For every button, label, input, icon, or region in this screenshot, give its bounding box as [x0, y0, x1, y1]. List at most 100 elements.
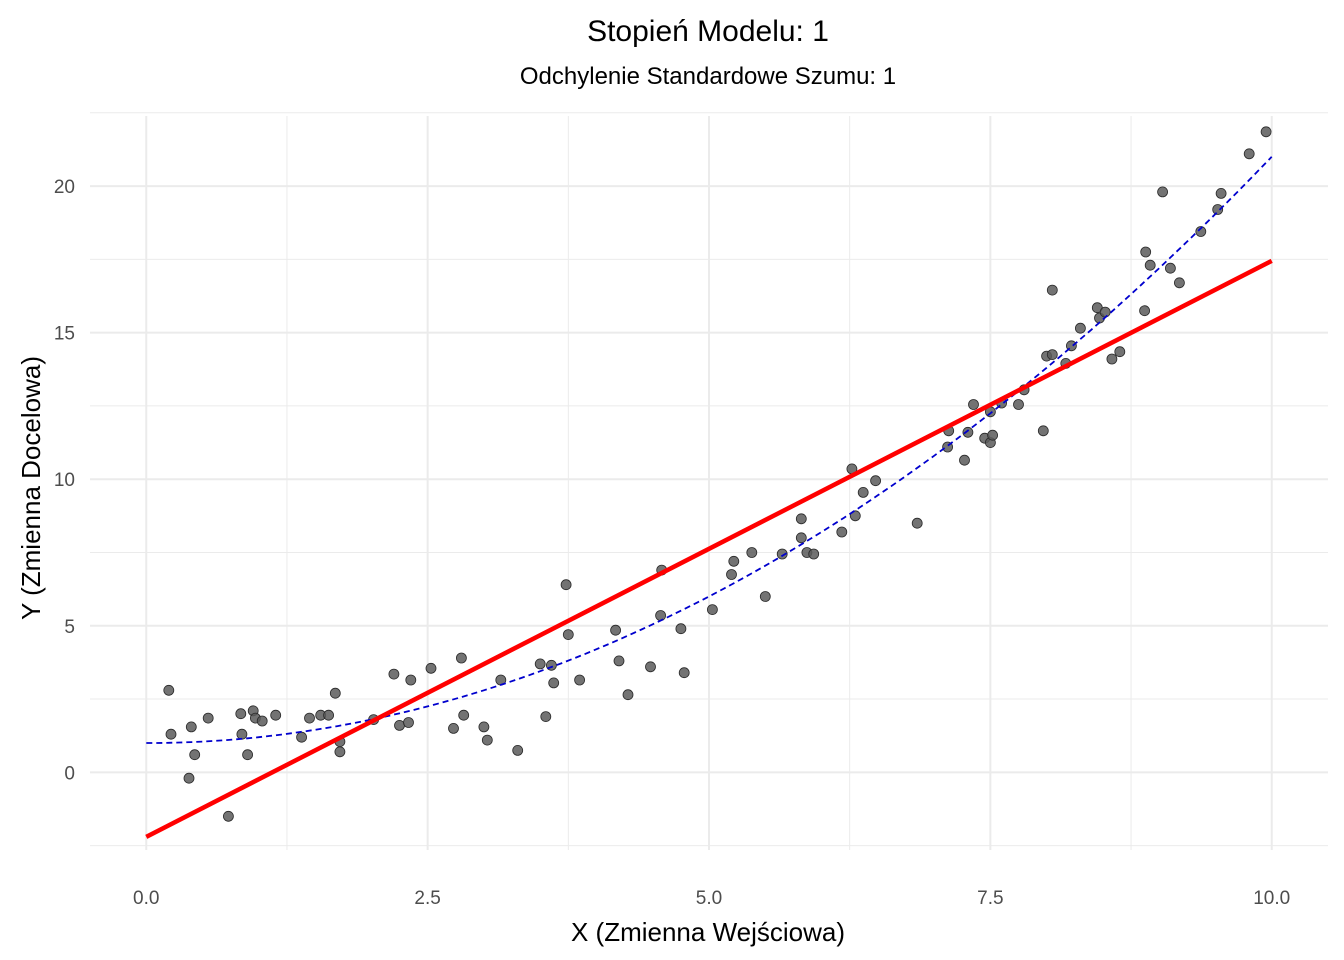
data-point	[1165, 262, 1176, 274]
fit-line	[145, 258, 1273, 839]
data-point	[185, 721, 197, 733]
data-point	[675, 623, 687, 635]
y-tick-label: 15	[54, 324, 75, 345]
y-axis-ticks: 0 5 10 15 20	[54, 177, 75, 784]
data-point	[707, 604, 718, 615]
data-point	[849, 510, 861, 522]
data-point	[613, 655, 625, 667]
data-point	[478, 721, 490, 733]
data-point	[1157, 186, 1168, 198]
data-point	[1046, 284, 1058, 296]
fit-line-layer	[145, 258, 1273, 839]
data-point	[857, 486, 869, 498]
data-point	[1013, 399, 1024, 410]
x-tick-label: 10.0	[1253, 888, 1290, 909]
data-point	[403, 717, 414, 728]
data-point	[1037, 425, 1049, 437]
data-point	[1174, 277, 1185, 289]
data-point	[481, 734, 493, 746]
data-point	[540, 711, 552, 722]
data-point	[836, 526, 848, 538]
data-point	[574, 674, 585, 686]
data-point	[610, 624, 621, 636]
data-point	[1144, 259, 1156, 271]
chart-subtitle: Odchylenie Standardowe Szumu: 1	[520, 63, 896, 90]
data-point	[296, 731, 308, 743]
data-point	[1260, 126, 1272, 138]
data-point	[163, 684, 175, 696]
data-point	[455, 652, 467, 664]
grid-major	[90, 116, 1328, 850]
data-point	[808, 548, 820, 560]
data-point	[962, 426, 974, 438]
true-curve-line	[146, 156, 1273, 744]
data-point	[202, 712, 214, 724]
data-point	[1099, 306, 1111, 318]
data-point	[655, 610, 666, 621]
data-point	[726, 569, 737, 580]
x-tick-label: 2.5	[414, 888, 440, 909]
data-point	[622, 689, 634, 701]
data-point	[448, 723, 459, 734]
data-point	[759, 591, 771, 602]
data-point	[1075, 322, 1086, 334]
data-point	[1195, 226, 1207, 237]
x-tick-label: 0.0	[133, 888, 159, 909]
data-point	[870, 475, 881, 487]
data-point	[1114, 346, 1126, 358]
data-point	[235, 708, 247, 720]
data-point	[911, 517, 923, 529]
data-point	[425, 662, 437, 674]
data-point	[236, 728, 248, 740]
true-curve-layer	[146, 156, 1273, 744]
data-point	[776, 548, 788, 560]
data-point	[1140, 246, 1152, 258]
data-point	[1106, 353, 1118, 365]
data-point	[534, 658, 546, 670]
x-tick-label: 7.5	[977, 888, 1003, 909]
data-point	[242, 749, 254, 761]
data-point	[678, 667, 690, 679]
data-point	[270, 709, 282, 721]
x-axis-label: X (Zmienna Wejściowa)	[571, 917, 845, 947]
y-tick-label: 10	[54, 470, 75, 491]
data-point	[1139, 305, 1150, 317]
data-point	[405, 674, 417, 686]
data-point	[562, 629, 574, 640]
data-point	[548, 677, 560, 689]
data-point	[165, 728, 177, 740]
data-point	[987, 429, 998, 441]
data-point	[728, 555, 740, 567]
data-point	[968, 399, 979, 410]
data-point	[222, 810, 234, 822]
data-point	[183, 772, 195, 784]
data-point	[189, 749, 201, 761]
y-tick-label: 20	[54, 177, 75, 198]
data-point	[512, 745, 524, 756]
data-point	[334, 746, 346, 758]
data-point	[746, 547, 758, 558]
data-point	[1215, 187, 1227, 199]
data-point	[795, 532, 807, 544]
data-point	[1212, 204, 1224, 215]
y-tick-label: 5	[64, 617, 75, 638]
data-point	[394, 720, 405, 731]
x-tick-label: 5.0	[696, 888, 722, 909]
data-point	[329, 687, 341, 699]
data-point	[323, 709, 335, 721]
y-axis-label: Y (Zmienna Docelowa)	[16, 356, 46, 620]
data-point	[388, 668, 400, 680]
data-point	[304, 712, 315, 724]
data-point	[1046, 349, 1058, 361]
data-point	[1243, 148, 1255, 160]
data-point	[560, 579, 572, 591]
data-point	[795, 513, 807, 525]
chart-title: Stopień Modelu: 1	[587, 15, 829, 48]
data-point	[256, 715, 268, 727]
points-layer	[163, 126, 1272, 822]
data-point	[959, 454, 970, 466]
y-tick-label: 0	[64, 763, 75, 784]
data-point	[458, 709, 470, 721]
x-axis-ticks: 0.0 2.5 5.0 7.5 10.0	[133, 888, 1290, 909]
